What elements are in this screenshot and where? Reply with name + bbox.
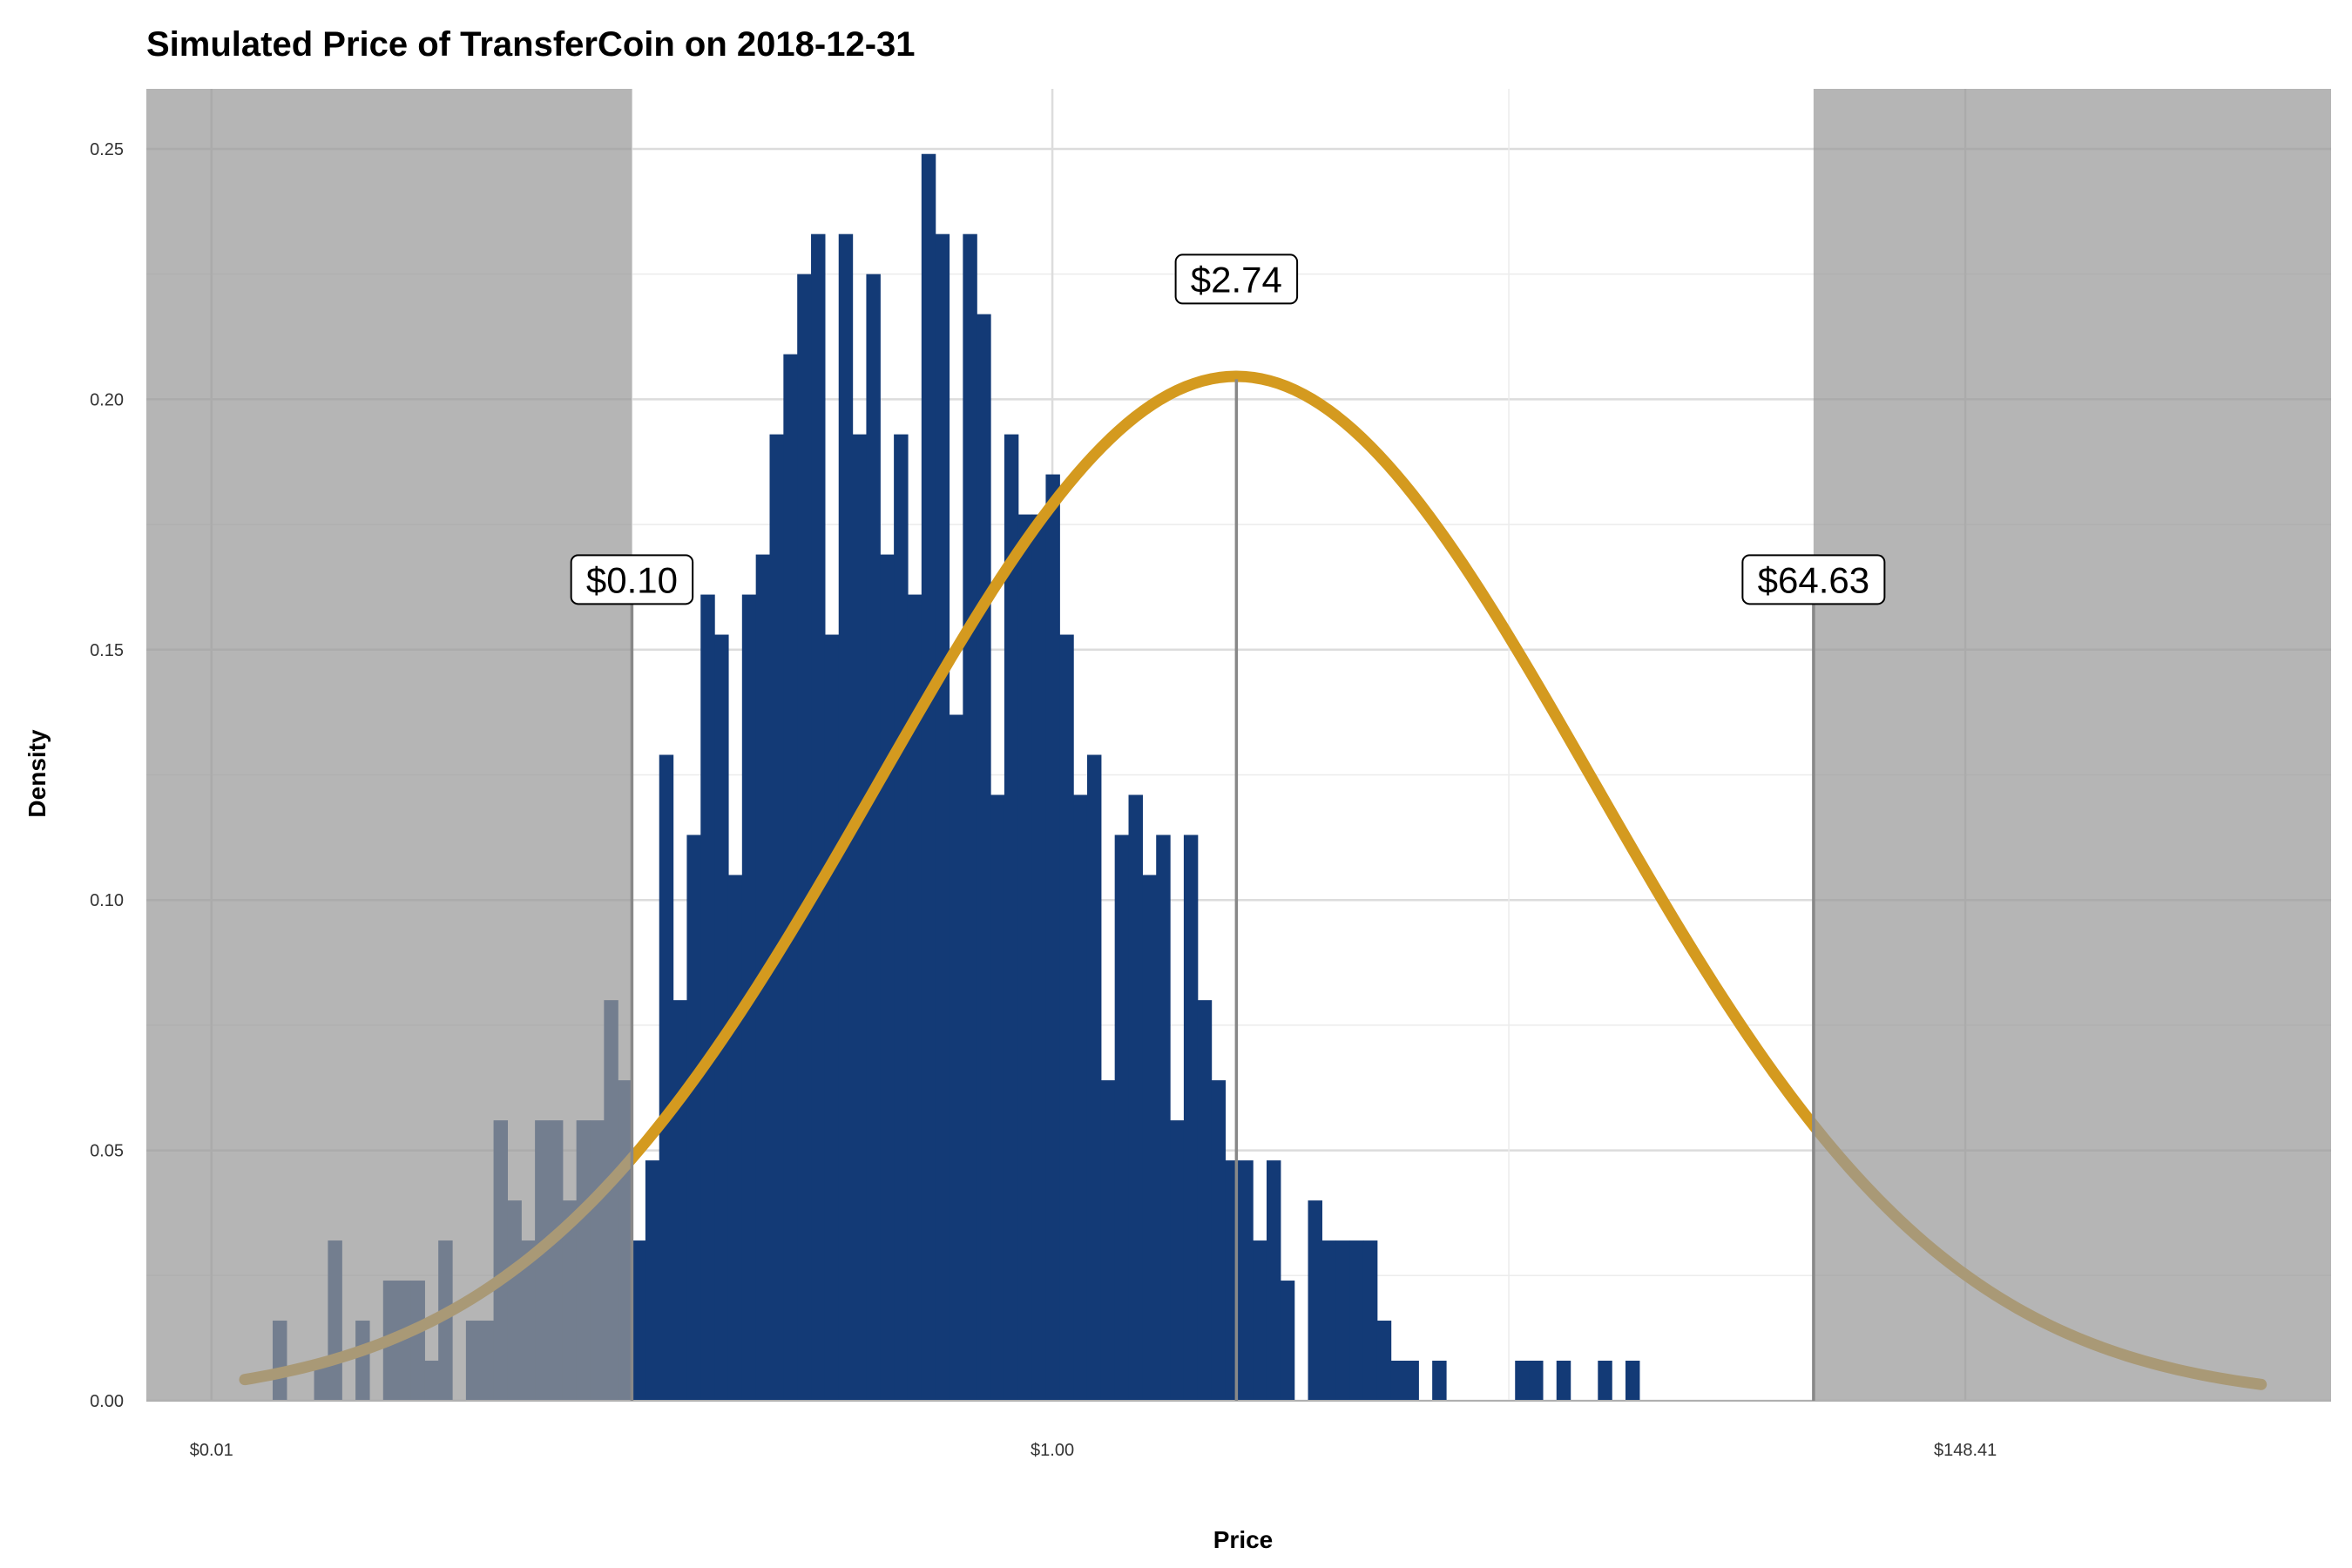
histogram-bar — [1004, 434, 1019, 1401]
annotation-label: $64.63 — [1758, 559, 1869, 600]
histogram-bar — [1114, 835, 1130, 1401]
histogram-bar — [866, 274, 881, 1402]
histogram-bar — [1073, 794, 1088, 1401]
histogram-bar — [949, 714, 963, 1401]
histogram-bar — [1045, 474, 1060, 1401]
left-tail-region — [146, 89, 632, 1401]
histogram-bar — [1432, 1361, 1447, 1401]
histogram-bar — [1515, 1361, 1530, 1401]
histogram-bar — [672, 1000, 688, 1401]
histogram-bar — [1335, 1240, 1350, 1401]
y-tick-labels: 0.00 0.05 0.10 0.15 0.20 0.25 — [90, 140, 124, 1411]
histogram-bar — [1197, 1000, 1213, 1401]
histogram-bar — [963, 233, 977, 1402]
y-tick-label: 0.25 — [90, 140, 124, 159]
y-tick-label: 0.15 — [90, 641, 124, 660]
histogram-bar — [1625, 1361, 1640, 1401]
annotation-label-box — [570, 554, 694, 605]
histogram-bar — [1239, 1160, 1254, 1401]
histogram-bar — [632, 1240, 646, 1401]
histogram-bar — [769, 434, 784, 1401]
histogram-bar — [1390, 1361, 1406, 1401]
histogram-bar — [880, 554, 895, 1401]
histogram-bar — [1404, 1361, 1419, 1401]
histogram-bar — [686, 835, 701, 1401]
histogram-bar — [1031, 514, 1047, 1401]
histogram-bar — [700, 594, 715, 1401]
histogram-bar — [1349, 1240, 1364, 1401]
chart-title: Simulated Price of TransferCoin on 2018-… — [146, 25, 916, 64]
annotation-label-box — [1174, 253, 1299, 305]
annotation-label-box — [1741, 554, 1886, 605]
histogram-bar — [1598, 1361, 1612, 1401]
x-tick-label: $148.41 — [1934, 1441, 1997, 1460]
histogram-bar — [797, 274, 812, 1402]
histogram-bar — [921, 153, 936, 1402]
histogram-bar — [1376, 1321, 1392, 1401]
histogram-bar — [1308, 1200, 1322, 1401]
histogram-bar — [1142, 875, 1157, 1401]
y-tick-label: 0.20 — [90, 390, 124, 409]
histogram-bar — [645, 1160, 660, 1401]
annotation-label: $2.74 — [1191, 259, 1282, 300]
histogram-bar — [977, 314, 991, 1401]
histogram-bar — [1156, 835, 1171, 1401]
histogram-bar — [783, 354, 798, 1401]
histogram-bar — [1280, 1281, 1295, 1401]
histogram-bar — [1128, 794, 1143, 1401]
y-tick-label: 0.00 — [90, 1392, 124, 1411]
histogram-bar — [852, 434, 868, 1401]
histogram-bar — [1086, 754, 1102, 1401]
y-tick-label: 0.10 — [90, 891, 124, 910]
histogram-bar — [1362, 1240, 1378, 1401]
histogram-bar — [727, 875, 743, 1401]
histogram-bar — [1253, 1240, 1267, 1401]
histogram-bar — [1100, 1080, 1116, 1401]
histogram-bar — [990, 794, 1005, 1401]
y-tick-label: 0.05 — [90, 1142, 124, 1161]
histogram-bar — [907, 594, 923, 1401]
annotation-label: $0.10 — [586, 559, 678, 600]
histogram-bar — [935, 233, 950, 1402]
histogram-bar — [1266, 1160, 1281, 1401]
x-tick-label: $1.00 — [1031, 1441, 1074, 1460]
x-tick-labels: $0.01 $1.00 $148.41 — [190, 1441, 1997, 1460]
histogram-bar — [714, 634, 729, 1401]
histogram-bar — [811, 233, 826, 1402]
histogram-bar — [659, 754, 674, 1401]
histogram-bar — [824, 634, 840, 1401]
tail-shaded-regions — [146, 89, 2331, 1402]
histogram-bar — [1211, 1080, 1227, 1401]
histogram-bar — [894, 434, 909, 1401]
histogram-bar — [1321, 1240, 1336, 1401]
histogram-bar — [1059, 634, 1074, 1401]
price-annotations: $0.10 $2.74 $64.63 — [570, 253, 1886, 1401]
histogram-bar — [1183, 835, 1199, 1401]
histogram-bar — [1529, 1361, 1544, 1401]
histogram-bar — [1556, 1361, 1571, 1401]
histogram-bar — [1017, 514, 1033, 1401]
histogram-bar — [838, 233, 854, 1402]
histogram-bar — [1170, 1120, 1185, 1401]
right-tail-region — [1813, 89, 2331, 1401]
x-tick-label: $0.01 — [190, 1441, 233, 1460]
y-axis-title: Density — [24, 729, 51, 818]
x-axis-title: Price — [1213, 1526, 1274, 1553]
